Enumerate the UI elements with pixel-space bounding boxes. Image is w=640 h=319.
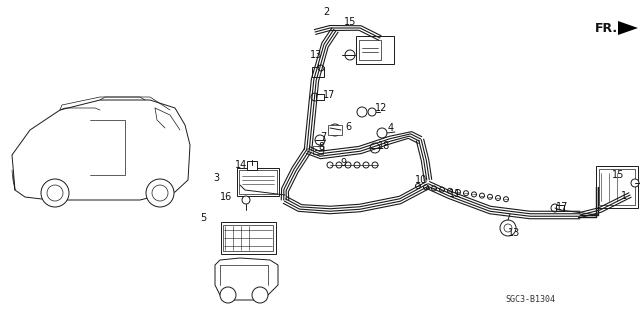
Circle shape [316,146,324,154]
Text: 14: 14 [235,160,247,170]
Circle shape [495,196,500,201]
Circle shape [345,50,355,60]
Text: 16: 16 [220,192,232,202]
Text: 1: 1 [621,191,627,201]
Polygon shape [215,258,278,300]
Text: 4: 4 [388,123,394,133]
Text: 17: 17 [556,202,568,212]
Circle shape [504,197,509,202]
Circle shape [363,162,369,168]
Text: 6: 6 [345,122,351,132]
Circle shape [152,185,168,201]
Text: 3: 3 [213,173,219,183]
Circle shape [357,107,367,117]
Circle shape [472,192,477,197]
Bar [239,170,277,194]
Circle shape [354,162,360,168]
Bar [313,146,323,154]
Text: 8: 8 [318,142,324,152]
Bar [356,36,394,64]
Text: 5: 5 [200,213,206,223]
Text: 2: 2 [323,7,329,17]
Bar [596,166,638,208]
Bar [599,169,635,205]
Text: 15: 15 [344,17,356,27]
Text: 10: 10 [415,175,428,185]
Circle shape [242,196,250,204]
Text: 17: 17 [323,90,335,100]
Bar [312,67,324,77]
Bar [247,160,257,169]
Text: 13: 13 [508,228,520,238]
Circle shape [415,183,420,189]
Circle shape [488,194,493,199]
Text: 12: 12 [375,103,387,113]
Circle shape [327,162,333,168]
Text: 11: 11 [449,189,461,199]
Circle shape [463,191,468,196]
Circle shape [252,287,268,303]
Bar [316,94,324,100]
Circle shape [447,188,452,193]
Circle shape [146,179,174,207]
Circle shape [500,220,516,236]
Text: 9: 9 [340,158,346,168]
Circle shape [336,162,342,168]
Text: 13: 13 [310,50,323,60]
Circle shape [372,162,378,168]
Circle shape [41,179,69,207]
Circle shape [456,189,461,195]
Circle shape [329,124,341,136]
Circle shape [440,187,445,192]
Circle shape [220,287,236,303]
Circle shape [479,193,484,198]
Bar [359,40,381,60]
Circle shape [47,185,63,201]
Circle shape [318,65,324,71]
Circle shape [424,185,429,190]
Circle shape [311,93,319,101]
Text: FR.: FR. [595,21,618,34]
Polygon shape [618,21,638,35]
Text: 7: 7 [320,132,326,142]
Circle shape [368,108,376,116]
Text: 15: 15 [612,170,625,180]
Circle shape [631,179,639,187]
Circle shape [315,135,325,145]
Circle shape [504,224,512,232]
Circle shape [431,186,436,191]
Text: 18: 18 [378,141,390,151]
Circle shape [345,162,351,168]
Circle shape [370,143,380,153]
Bar [328,125,342,135]
Circle shape [377,128,387,138]
Bar [223,225,273,251]
Bar [237,168,279,196]
Polygon shape [12,100,190,200]
Bar [221,222,275,254]
Text: SGC3-B1304: SGC3-B1304 [505,295,555,305]
Circle shape [551,204,559,212]
Bar [556,205,564,211]
